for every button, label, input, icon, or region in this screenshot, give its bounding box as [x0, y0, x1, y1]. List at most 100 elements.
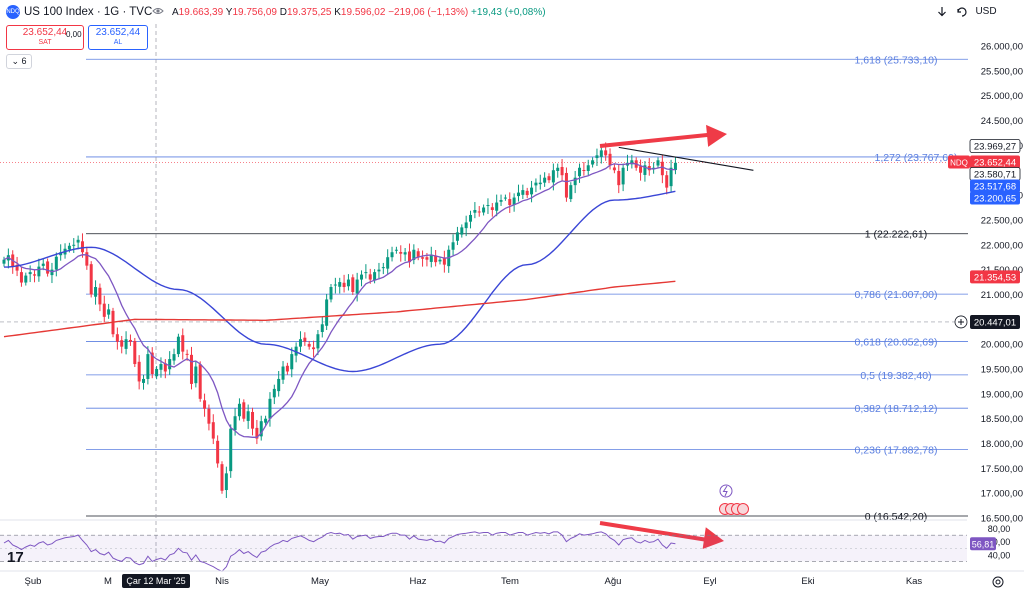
candle-body — [342, 282, 346, 288]
candle — [98, 283, 102, 312]
candle-body — [189, 354, 193, 384]
currency-button[interactable]: USD — [975, 6, 997, 17]
buy-button[interactable]: 23.652,44 AL — [88, 25, 148, 50]
candle-body — [421, 257, 425, 259]
candle — [429, 246, 433, 268]
candle-body — [595, 155, 599, 159]
price-tag: 23.517,68 — [970, 179, 1020, 193]
candle-body — [412, 249, 416, 260]
candle — [451, 234, 455, 256]
candle — [198, 361, 202, 402]
x-axis-label: May — [311, 576, 329, 587]
candle — [442, 250, 446, 273]
indicators-collapse-button[interactable]: ⌄ 6 — [6, 54, 32, 69]
download-icon[interactable] — [935, 4, 949, 20]
lightning-glyph — [722, 485, 728, 497]
candle-body — [669, 167, 673, 187]
candle — [416, 248, 420, 261]
ma-short-line — [3, 162, 676, 438]
candle — [403, 248, 407, 262]
change-readout: −219,06 (−1,13%) — [388, 7, 469, 18]
rsi-axis-tick-label: 40,00 — [988, 550, 1011, 560]
candle-body — [159, 364, 163, 370]
candle-body — [294, 346, 298, 356]
symbol-icon[interactable]: NDQ — [6, 5, 20, 19]
candle-body — [442, 257, 446, 265]
eye-icon[interactable] — [152, 5, 164, 17]
candle-body — [224, 473, 228, 491]
candle-body — [355, 279, 359, 294]
tradingview-logo: 17 — [7, 549, 24, 566]
price-tag-label: 23.652,44 — [974, 158, 1016, 169]
settings-gear-icon[interactable] — [992, 576, 1004, 588]
candle — [28, 265, 32, 283]
candle-body — [229, 428, 233, 472]
candle — [499, 194, 503, 207]
candle — [242, 399, 246, 422]
candle-body — [85, 252, 89, 266]
candle — [307, 340, 311, 350]
resistance-trendline — [618, 146, 754, 171]
sell-button[interactable]: 23.652,44 SAT — [6, 25, 84, 50]
candle-body — [37, 266, 41, 277]
symbol-tag-box — [948, 155, 970, 169]
candle — [534, 178, 538, 193]
candle-body — [346, 279, 350, 287]
candle-body — [521, 190, 525, 195]
candle — [41, 258, 45, 271]
candle-body — [516, 192, 520, 197]
candle-body — [216, 440, 220, 464]
candle — [477, 206, 481, 217]
candle-body — [482, 207, 486, 213]
candle — [421, 250, 425, 267]
candle-body — [33, 274, 37, 276]
candle-body — [120, 340, 124, 347]
candle — [19, 266, 23, 287]
candle — [128, 334, 132, 346]
us-flag-event-icon — [737, 503, 749, 515]
candle — [229, 424, 233, 478]
candle-body — [325, 299, 329, 326]
candle-body — [543, 177, 547, 183]
candle — [176, 333, 180, 358]
fib-level-label: 1,272 (23.767,69) — [875, 152, 958, 164]
candle — [464, 215, 468, 237]
price-tag-label: 23.200,65 — [974, 194, 1016, 205]
extra-change-readout: +19,43 (+0,08%) — [471, 7, 546, 18]
fib-level-label: 0,618 (20.052,69) — [855, 337, 938, 349]
price-tag: 23.652,44 NDQ — [948, 155, 1020, 169]
candle-body — [390, 252, 394, 258]
candle — [543, 172, 547, 187]
candle-body — [547, 176, 551, 181]
candle — [434, 249, 438, 267]
rsi-value-box — [970, 537, 996, 551]
candle — [115, 327, 119, 350]
refresh-icon[interactable] — [955, 4, 969, 20]
candle-body — [656, 160, 660, 166]
price-tag: 23.200,65 — [970, 191, 1020, 205]
candle-body — [377, 269, 381, 272]
y-axis-tick-label: 26.000,00 — [981, 42, 1023, 53]
candle-body — [582, 169, 586, 171]
candle-body — [298, 339, 302, 347]
candle-body — [237, 403, 241, 417]
candle-body — [373, 272, 377, 281]
candle — [155, 366, 159, 380]
candle — [360, 270, 364, 287]
candle — [168, 351, 172, 375]
candle-body — [198, 364, 202, 399]
candle — [652, 162, 656, 174]
gear-hub — [995, 579, 1001, 585]
candle-body — [425, 257, 429, 260]
candle — [72, 238, 76, 253]
symbol-title[interactable]: US 100 Index · 1G · TVC — [24, 6, 153, 18]
candle — [80, 233, 84, 258]
candle — [656, 157, 660, 169]
candle-body — [534, 182, 538, 186]
arrow-head — [706, 124, 727, 147]
candle-body — [338, 282, 342, 287]
candle-body — [264, 418, 268, 423]
candle-body — [272, 388, 276, 398]
fib-level-label: 0,5 (19.382,40) — [860, 370, 931, 382]
